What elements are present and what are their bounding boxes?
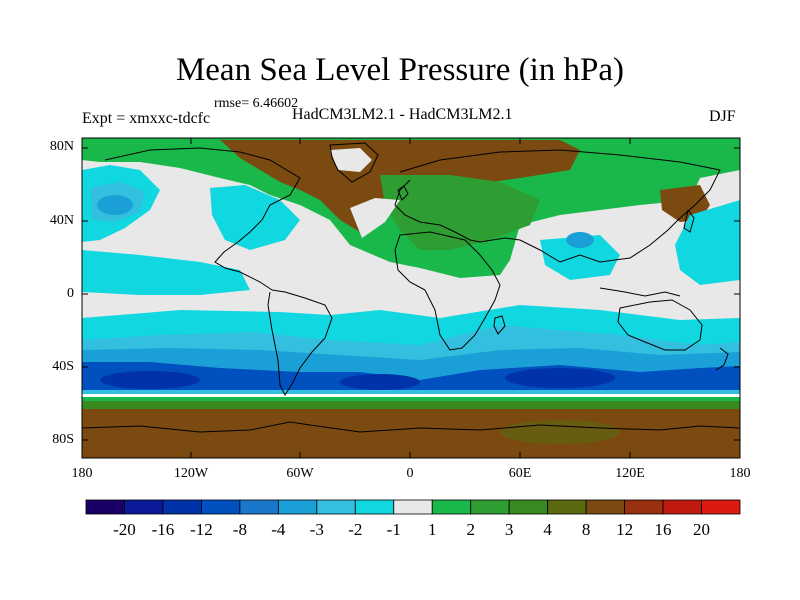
indonesia-coast	[599, 287, 681, 297]
colorbar-label: 1	[427, 520, 437, 539]
lat-label-80n: 80N	[49, 139, 74, 154]
colorbar-label: 4	[543, 520, 552, 539]
lon-label-60w: 60W	[286, 466, 314, 481]
map-title: Mean Sea Level Pressure (in hPa)	[175, 52, 625, 88]
lat-label-80s: 80S	[52, 432, 74, 447]
colorbar-swatch	[354, 499, 395, 515]
pressure-field	[82, 138, 740, 458]
lon-label-120e: 120E	[615, 466, 645, 481]
colorbar-swatch	[162, 499, 202, 515]
colorbar-swatch	[508, 499, 549, 515]
colorbar-swatch	[316, 499, 356, 515]
colorbar-swatch	[547, 499, 587, 515]
season-label: DJF	[709, 108, 736, 125]
greenland-neutral-patch	[330, 148, 372, 172]
north-pacific-low-core	[97, 195, 133, 215]
colorbar-label: 16	[654, 520, 672, 539]
tropical-pacific-low	[82, 250, 250, 295]
lon-label-180e: 180	[729, 466, 751, 481]
south-pacific-low-core	[100, 371, 200, 389]
colorbar-swatch	[85, 499, 125, 515]
lat-label-40s: 40S	[52, 359, 74, 374]
colorbar-swatch	[585, 499, 625, 515]
models-label: HadCM3LM2.1 - HadCM3LM2.1	[292, 106, 513, 123]
colorbar-label: 20	[693, 520, 711, 539]
transition-band-white	[82, 394, 740, 397]
south-atlantic-low-core	[340, 374, 420, 390]
transition-band-cyan	[82, 390, 740, 394]
colorbar-swatch	[624, 499, 664, 515]
antarctic-high	[82, 409, 740, 458]
north-atlantic-neutral-gap	[350, 198, 400, 238]
lat-label-0: 0	[67, 286, 74, 301]
africa-coast	[394, 231, 501, 351]
colorbar-swatch	[277, 499, 318, 515]
colorbar-swatch	[239, 499, 279, 515]
colorbar-label: -1	[386, 520, 401, 539]
lon-label-120w: 120W	[173, 466, 209, 481]
west-pacific-low	[675, 200, 740, 285]
colorbar-swatch	[470, 499, 510, 515]
colorbar-swatch	[701, 499, 741, 515]
experiment-label: Expt = xmxxc-tdcfc	[82, 110, 211, 127]
colorbar-label: 8	[581, 520, 591, 539]
new-zealand-coast	[715, 347, 729, 371]
colorbar-label: 12	[616, 520, 634, 539]
coastlines	[82, 142, 740, 433]
colorbar-label: -4	[271, 520, 286, 539]
colorbar-label: -12	[190, 520, 213, 539]
tibet-low-core	[566, 232, 594, 248]
lon-label-60e: 60E	[508, 466, 532, 481]
eurasia-coast	[394, 149, 721, 263]
antarctic-olive-patch	[500, 420, 620, 444]
colorbar-label: 3	[504, 520, 514, 539]
british-isles-coast	[397, 185, 409, 201]
greenland-coast	[329, 142, 379, 183]
colorbar-label: 2	[466, 520, 475, 539]
colorbar-label: -3	[309, 520, 324, 539]
lat-label-40n: 40N	[49, 213, 74, 228]
colorbar-label: -2	[348, 520, 363, 539]
colorbar-swatch	[201, 499, 241, 515]
lon-ticks	[190, 138, 631, 458]
lon-label-180w: 180	[71, 466, 93, 481]
lon-label-0: 0	[406, 466, 414, 481]
south-indian-low-core	[505, 368, 615, 388]
south-america-coast	[267, 289, 333, 397]
australia-coast	[617, 299, 703, 351]
north-america-coast	[104, 147, 301, 291]
colorbar-label: -20	[113, 520, 136, 539]
transition-band-green	[82, 397, 740, 401]
antarctica-coast	[82, 421, 740, 433]
colorbar-label: -8	[232, 520, 247, 539]
japan-coast	[683, 208, 695, 233]
asia-green-patch	[380, 175, 540, 250]
colorbar-swatch	[124, 499, 164, 515]
lat-ticks	[82, 147, 740, 441]
indian-ocean-low	[540, 235, 620, 280]
colorbar-swatch	[431, 499, 472, 515]
madagascar-coast	[493, 315, 506, 335]
rmse-label: rmse= 6.46602	[214, 96, 299, 111]
colorbar-label: -16	[151, 520, 175, 539]
colorbar-swatch	[393, 499, 433, 515]
colorbar	[85, 499, 741, 515]
colorbar-swatch	[662, 499, 702, 515]
map-frame	[81, 137, 741, 459]
transition-band-olive	[82, 401, 740, 409]
